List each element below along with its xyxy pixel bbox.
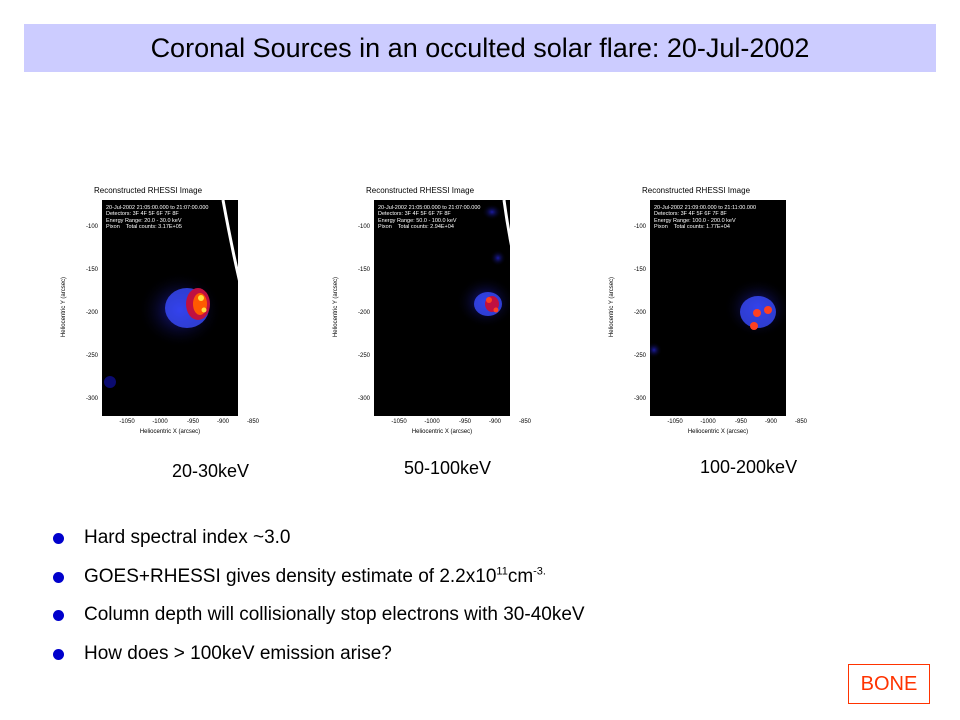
y-tick: -250 (357, 353, 370, 359)
x-tick: -950 (458, 419, 471, 425)
info-line: Pixon Total counts: 3.17E+05 (106, 223, 182, 230)
rhessi-image-panel-2: Reconstructed RHESSI Image Heliocentric … (320, 186, 531, 444)
info-line: Energy Range: 100.0 - 200.0 keV (654, 217, 736, 224)
info-line: 20-Jul-2002 21:09:00.000 to 21:11:00.000 (654, 205, 757, 211)
title-bar: Coronal Sources in an occulted solar fla… (24, 24, 936, 72)
heatmap-image (374, 200, 510, 416)
info-line: Pixon Total counts: 1.77E+04 (654, 223, 730, 230)
energy-label-3: 100-200keV (700, 457, 798, 477)
energy-label-1: 20-30keV (172, 461, 250, 481)
x-axis-label: Heliocentric X (arcsec) (411, 429, 473, 435)
x-tick: -850 (518, 419, 531, 425)
x-tick: -1050 (119, 419, 135, 425)
bullet-list: Hard spectral index ~3.0 GOES+RHESSI giv… (50, 524, 585, 678)
heatmap-image (102, 200, 238, 416)
info-line: Detectors: 3F 4F 5F 6F 7F 8F (378, 211, 451, 218)
info-line: 20-Jul-2002 21:05:00.000 to 21:07:00.000 (106, 205, 209, 211)
bullet-item: How does > 100keV emission arise? (50, 640, 585, 679)
y-tick: -200 (357, 310, 370, 316)
x-tick: -1000 (700, 419, 716, 425)
bullet-text: GOES+RHESSI gives density estimate of 2.… (84, 565, 497, 587)
info-line: Pixon Total counts: 2.94E+04 (378, 223, 454, 230)
x-tick: -1050 (391, 419, 407, 425)
plot-title: Reconstructed RHESSI Image (93, 186, 203, 195)
x-tick: -850 (246, 419, 259, 425)
bone-badge: BONE (848, 664, 930, 704)
y-tick: -250 (85, 353, 98, 359)
y-tick: -300 (633, 396, 646, 402)
plot-info: 20-Jul-2002 21:09:00.000 to 21:11:00.000… (654, 205, 756, 230)
rhessi-image-panel-1: Reconstructed RHESSI Image Heliocentric … (48, 186, 259, 444)
bullet-item: Hard spectral index ~3.0 (50, 524, 585, 563)
y-tick: -150 (633, 267, 646, 273)
x-tick: -1050 (667, 419, 683, 425)
x-tick: -1000 (152, 419, 168, 425)
plot-title: Reconstructed RHESSI Image (365, 186, 475, 195)
bullet-dot-icon (53, 533, 64, 544)
plot-info: 20-Jul-2002 21:05:00.000 to 21:07:00.000… (378, 205, 480, 230)
y-tick: -150 (357, 267, 370, 273)
x-tick: -950 (186, 419, 199, 425)
y-tick: -200 (85, 310, 98, 316)
info-line: 20-Jul-2002 21:05:00.000 to 21:07:00.000 (378, 205, 481, 211)
bullet-text-unit: cm (507, 565, 534, 587)
x-axis-label: Heliocentric X (arcsec) (687, 429, 749, 435)
plot-title: Reconstructed RHESSI Image (641, 186, 751, 195)
x-tick: -900 (764, 419, 777, 425)
plot-info: 20-Jul-2002 21:05:00.000 to 21:07:00.000… (106, 205, 208, 230)
bullet-dot-icon (53, 610, 64, 621)
bullet-text: Hard spectral index ~3.0 (84, 527, 291, 548)
y-tick: -300 (85, 396, 98, 402)
y-tick: -100 (85, 224, 98, 230)
bullet-dot-icon (53, 648, 64, 660)
y-tick: -250 (633, 353, 646, 359)
y-tick: -150 (85, 267, 98, 273)
y-tick: -200 (633, 310, 646, 316)
info-line: Detectors: 3F 4F 5F 6F 7F 8F (106, 211, 179, 218)
x-tick: -900 (216, 419, 229, 425)
y-axis-label: Heliocentric Y (arcsec) (61, 276, 67, 338)
x-axis-label: Heliocentric X (arcsec) (139, 429, 201, 435)
y-axis-label: Heliocentric Y (arcsec) (609, 276, 615, 338)
energy-label-2: 50-100keV (404, 458, 492, 478)
x-tick: -950 (734, 419, 747, 425)
info-line: Energy Range: 20.0 - 30.0 keV (106, 217, 182, 224)
x-tick: -850 (794, 419, 807, 425)
bullet-text: How does > 100keV emission arise? (84, 642, 392, 664)
x-tick: -900 (488, 419, 501, 425)
rhessi-image-panel-3: Reconstructed RHESSI Image Heliocentric … (596, 186, 807, 444)
info-line: Detectors: 3F 4F 5F 6F 7F 8F (654, 211, 727, 218)
heatmap-image (650, 200, 786, 416)
y-axis-label: Heliocentric Y (arcsec) (333, 276, 339, 338)
bullet-item: GOES+RHESSI gives density estimate of 2.… (50, 563, 585, 602)
y-tick: -300 (357, 396, 370, 402)
x-tick: -1000 (424, 419, 440, 425)
bullet-text: Column depth will collisionally stop ele… (84, 604, 585, 625)
exponent: -3. (533, 565, 546, 578)
slide-title: Coronal Sources in an occulted solar fla… (150, 32, 810, 63)
exponent: 11 (496, 565, 508, 578)
y-tick: -100 (357, 224, 370, 230)
y-tick: -100 (633, 224, 646, 230)
bullet-dot-icon (53, 571, 64, 583)
info-line: Energy Range: 50.0 - 100.0 keV (378, 217, 457, 224)
bullet-item: Column depth will collisionally stop ele… (50, 601, 585, 640)
